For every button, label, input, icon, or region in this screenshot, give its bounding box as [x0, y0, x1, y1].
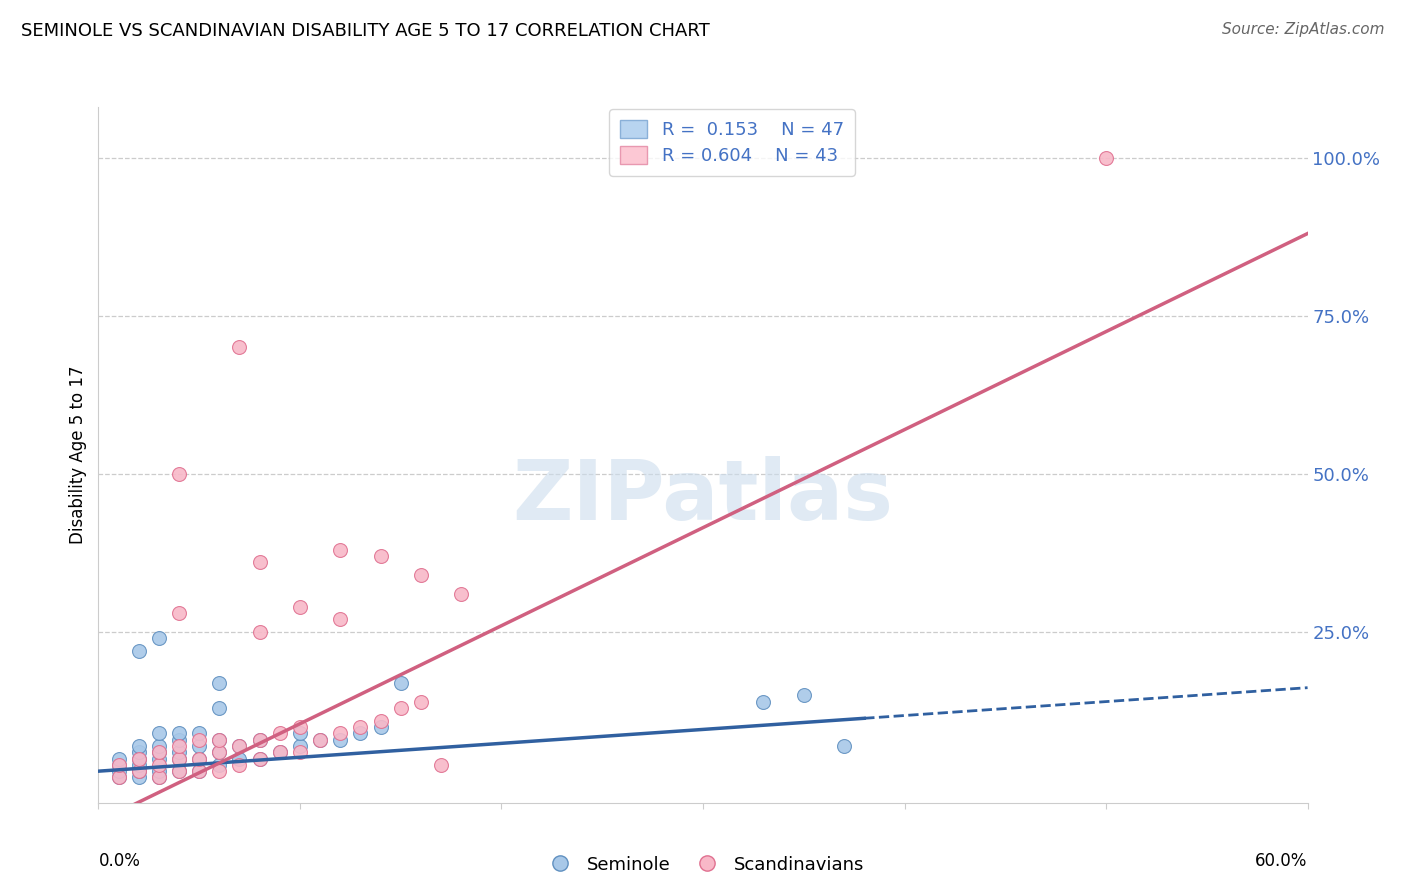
Point — [128, 739, 150, 753]
Point — [228, 751, 250, 765]
Point — [188, 732, 211, 747]
Point — [167, 606, 190, 620]
Point — [269, 745, 291, 759]
Point — [128, 771, 150, 785]
Point — [249, 751, 271, 765]
Point — [309, 732, 332, 747]
Point — [228, 739, 250, 753]
Point — [409, 568, 432, 582]
Point — [107, 757, 129, 772]
Point — [389, 675, 412, 690]
Point — [370, 720, 392, 734]
Text: ZIPatlas: ZIPatlas — [513, 456, 893, 537]
Point — [107, 757, 129, 772]
Point — [167, 467, 190, 481]
Text: 0.0%: 0.0% — [98, 852, 141, 870]
Point — [167, 751, 190, 765]
Point — [128, 764, 150, 779]
Point — [288, 720, 311, 734]
Point — [167, 745, 190, 759]
Point — [148, 771, 170, 785]
Point — [167, 764, 190, 779]
Point — [128, 644, 150, 658]
Point — [167, 726, 190, 740]
Text: 60.0%: 60.0% — [1256, 852, 1308, 870]
Point — [128, 751, 150, 765]
Point — [148, 726, 170, 740]
Point — [349, 720, 371, 734]
Point — [288, 739, 311, 753]
Point — [329, 732, 352, 747]
Point — [329, 542, 352, 557]
Point — [409, 695, 432, 709]
Point — [167, 764, 190, 779]
Point — [107, 771, 129, 785]
Point — [793, 688, 815, 702]
Y-axis label: Disability Age 5 to 17: Disability Age 5 to 17 — [69, 366, 87, 544]
Point — [249, 751, 271, 765]
Legend: Seminole, Scandinavians: Seminole, Scandinavians — [534, 848, 872, 880]
Point — [167, 732, 190, 747]
Point — [208, 745, 231, 759]
Point — [148, 745, 170, 759]
Point — [107, 764, 129, 779]
Point — [288, 599, 311, 614]
Point — [269, 726, 291, 740]
Point — [128, 751, 150, 765]
Point — [752, 695, 775, 709]
Point — [450, 587, 472, 601]
Point — [832, 739, 855, 753]
Point — [188, 739, 211, 753]
Point — [188, 751, 211, 765]
Point — [228, 757, 250, 772]
Point — [269, 745, 291, 759]
Point — [208, 732, 231, 747]
Point — [288, 726, 311, 740]
Point — [128, 764, 150, 779]
Point — [228, 340, 250, 354]
Point — [208, 701, 231, 715]
Point — [208, 764, 231, 779]
Point — [107, 771, 129, 785]
Point — [188, 764, 211, 779]
Point — [148, 745, 170, 759]
Point — [288, 745, 311, 759]
Point — [148, 751, 170, 765]
Point — [1095, 151, 1118, 165]
Point — [148, 764, 170, 779]
Point — [208, 745, 231, 759]
Point — [107, 751, 129, 765]
Point — [148, 757, 170, 772]
Point — [188, 751, 211, 765]
Point — [349, 726, 371, 740]
Point — [128, 757, 150, 772]
Point — [148, 771, 170, 785]
Point — [208, 732, 231, 747]
Point — [167, 739, 190, 753]
Point — [188, 764, 211, 779]
Point — [128, 745, 150, 759]
Point — [167, 751, 190, 765]
Point — [249, 556, 271, 570]
Point — [309, 732, 332, 747]
Text: SEMINOLE VS SCANDINAVIAN DISABILITY AGE 5 TO 17 CORRELATION CHART: SEMINOLE VS SCANDINAVIAN DISABILITY AGE … — [21, 22, 710, 40]
Point — [148, 739, 170, 753]
Point — [329, 612, 352, 626]
Point — [430, 757, 453, 772]
Point — [148, 632, 170, 646]
Point — [249, 732, 271, 747]
Point — [370, 714, 392, 728]
Point — [389, 701, 412, 715]
Point — [208, 757, 231, 772]
Point — [228, 739, 250, 753]
Point — [329, 726, 352, 740]
Point — [188, 726, 211, 740]
Point — [249, 625, 271, 640]
Point — [208, 675, 231, 690]
Point — [370, 549, 392, 563]
Point — [249, 732, 271, 747]
Text: Source: ZipAtlas.com: Source: ZipAtlas.com — [1222, 22, 1385, 37]
